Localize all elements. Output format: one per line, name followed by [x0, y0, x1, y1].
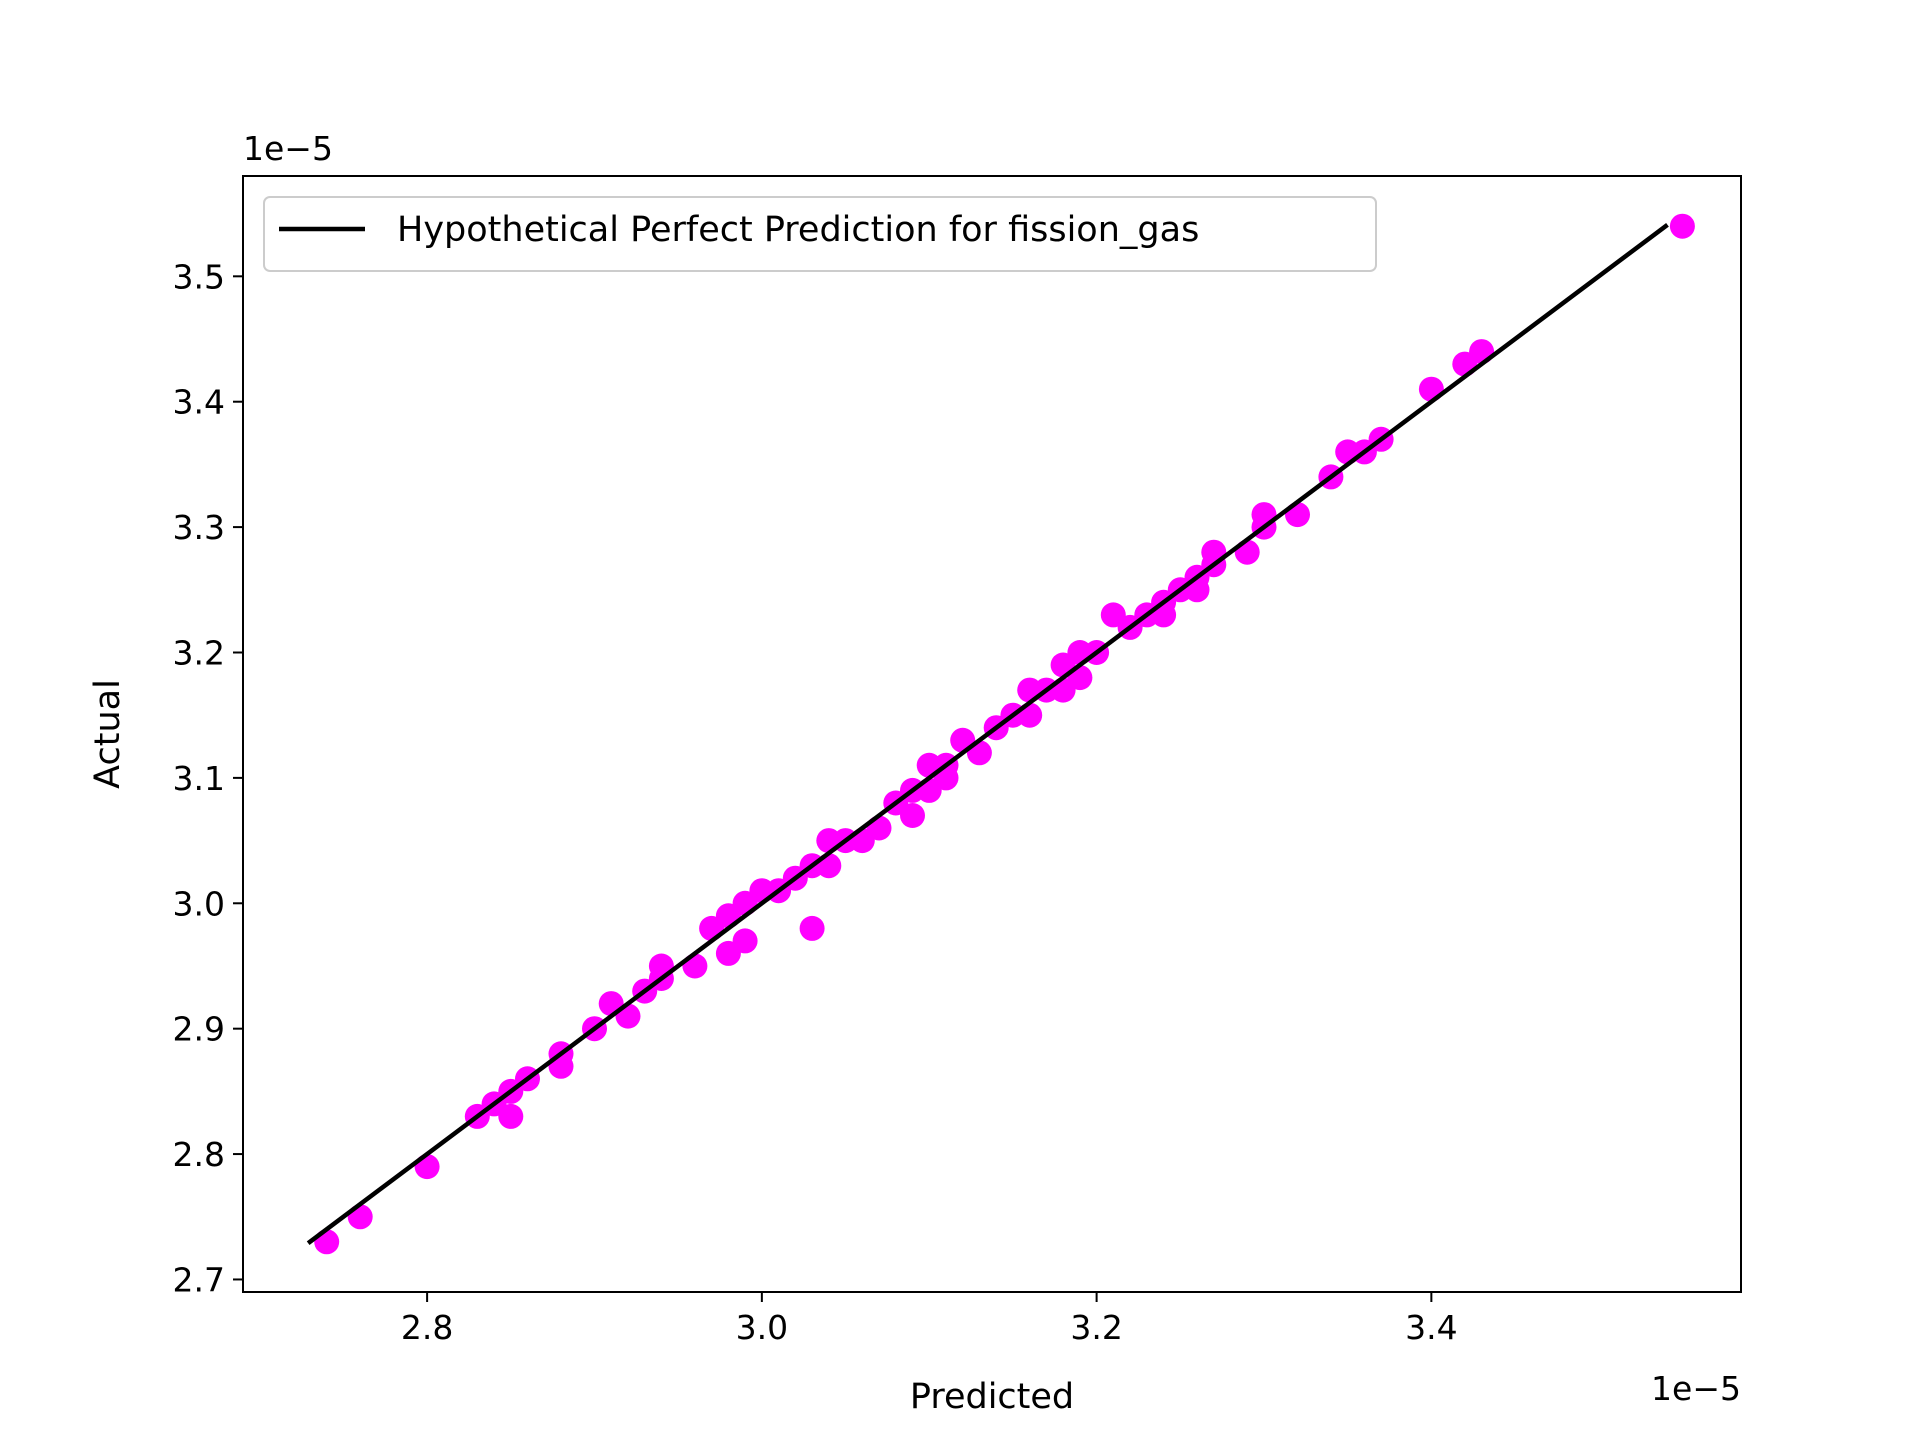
- legend: Hypothetical Perfect Prediction for fiss…: [263, 196, 1377, 272]
- x-offset-text: 1e−5: [1651, 1369, 1741, 1408]
- x-tick-label: 2.8: [401, 1308, 453, 1347]
- y-tick-label: 3.3: [173, 508, 225, 547]
- x-tick-label: 3.0: [736, 1308, 788, 1347]
- scatter-point: [799, 915, 825, 941]
- scatter-point: [498, 1103, 524, 1129]
- x-tick-label: 3.4: [1405, 1308, 1457, 1347]
- y-offset-text: 1e−5: [243, 129, 333, 168]
- y-tick-label: 3.1: [173, 759, 225, 798]
- x-axis-ticks: 2.8 3.0 3.2 3.4: [401, 1292, 1458, 1347]
- y-axis-ticks: 2.7 2.8 2.9 3.0 3.1 3.2 3.3 3.4 3.5: [173, 257, 243, 1299]
- plot-frame: [242, 175, 1742, 1293]
- x-tick-label: 3.2: [1070, 1308, 1122, 1347]
- scatter-point: [1469, 339, 1495, 365]
- y-axis-label: Actual: [88, 679, 128, 789]
- scatter-point: [1669, 213, 1695, 239]
- scatter-point: [1418, 376, 1444, 402]
- legend-label: Hypothetical Perfect Prediction for fiss…: [397, 210, 1199, 250]
- y-tick-label: 3.5: [173, 257, 225, 296]
- scatter-point: [900, 803, 925, 828]
- y-tick-label: 3.4: [173, 383, 225, 422]
- y-tick-label: 2.8: [173, 1135, 225, 1174]
- scatter-point: [866, 815, 892, 841]
- scatter-point: [1251, 502, 1277, 528]
- legend-box: [263, 196, 1377, 272]
- y-tick-label: 3.0: [173, 884, 225, 923]
- x-axis-label: Predicted: [910, 1377, 1074, 1417]
- scatter-point: [732, 928, 758, 954]
- perfect-prediction-line: [306, 223, 1669, 1245]
- y-tick-label: 2.7: [173, 1260, 225, 1299]
- y-tick-label: 3.2: [173, 633, 225, 672]
- perfect-prediction-line-group: [306, 223, 1669, 1245]
- y-tick-label: 2.9: [173, 1010, 225, 1049]
